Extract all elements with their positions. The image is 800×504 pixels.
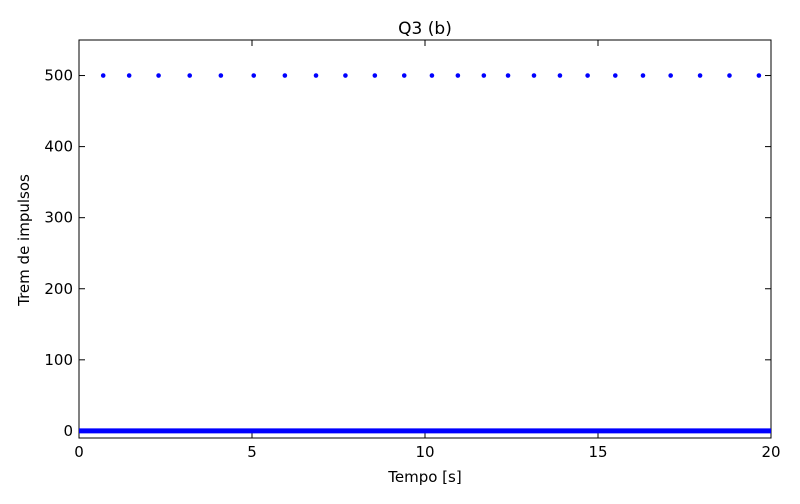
plot-frame <box>78 39 772 439</box>
x-tick-label: 10 <box>415 443 434 461</box>
impulse-point <box>187 73 193 78</box>
impulse-point <box>505 73 511 78</box>
impulse-point <box>756 73 762 78</box>
impulse-point <box>640 73 646 78</box>
impulse-point <box>218 73 224 78</box>
y-tick-label: 500 <box>44 67 73 85</box>
y-tick-label: 200 <box>44 280 73 298</box>
impulse-point <box>343 73 348 78</box>
impulse-point <box>282 73 288 78</box>
impulse-point <box>401 73 407 78</box>
impulse-point <box>455 73 461 78</box>
x-tick-label: 5 <box>247 443 257 461</box>
impulse-point <box>100 73 106 78</box>
x-tick-label: 20 <box>761 443 780 461</box>
impulse-point <box>156 73 161 78</box>
y-axis-label: Trem de impulsos <box>15 174 33 307</box>
x-tick-label: 15 <box>588 443 607 461</box>
impulse-point <box>372 73 378 78</box>
impulse-point <box>585 73 590 78</box>
impulse-point <box>481 73 487 78</box>
impulse-point <box>613 73 618 78</box>
x-axis-label: Tempo [s] <box>387 468 461 486</box>
impulse-point <box>313 73 319 78</box>
x-tick-label: 0 <box>74 443 84 461</box>
impulse-point <box>668 73 673 78</box>
y-tick-label: 400 <box>44 138 73 156</box>
impulse-point <box>531 73 537 78</box>
y-tick-label: 300 <box>44 209 73 227</box>
impulse-point <box>251 73 257 78</box>
impulse-point <box>727 73 732 78</box>
impulse-point <box>697 73 703 78</box>
y-tick-label: 0 <box>63 422 73 440</box>
impulse-point <box>429 73 435 78</box>
impulse-point <box>126 73 132 78</box>
chart-title: Q3 (b) <box>398 19 452 39</box>
impulse-point <box>557 73 563 78</box>
y-tick-label: 100 <box>44 351 73 369</box>
